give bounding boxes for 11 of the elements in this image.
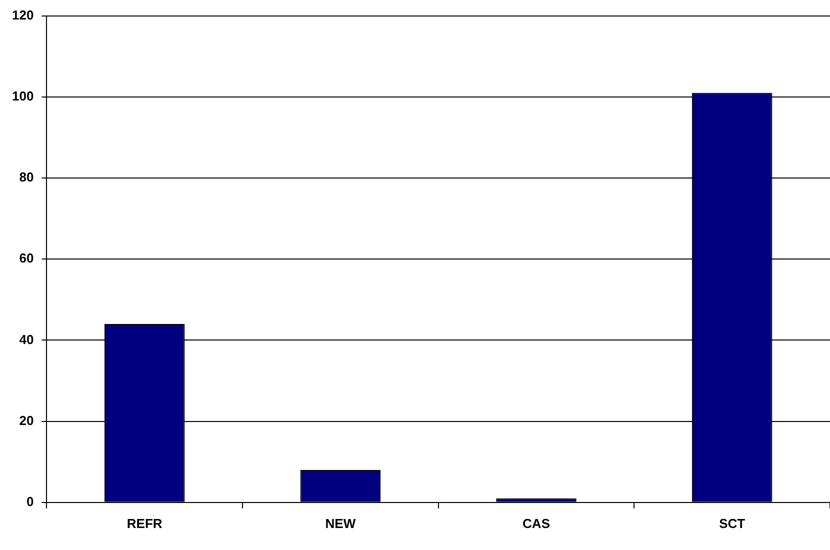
y-tick-label: 20 bbox=[19, 412, 34, 428]
y-tick-label: 80 bbox=[19, 170, 34, 185]
y-tick-label: 100 bbox=[12, 88, 34, 104]
x-tick-label: SCT bbox=[719, 516, 746, 531]
x-tick-label: CAS bbox=[522, 516, 550, 531]
y-tick-label: 0 bbox=[26, 494, 34, 509]
y-tick-label: 40 bbox=[19, 332, 34, 347]
y-tick-label: 60 bbox=[19, 250, 34, 266]
x-tick-label: NEW bbox=[325, 516, 356, 531]
y-tick-label: 120 bbox=[12, 7, 34, 22]
x-tick-label: REFR bbox=[126, 516, 163, 531]
